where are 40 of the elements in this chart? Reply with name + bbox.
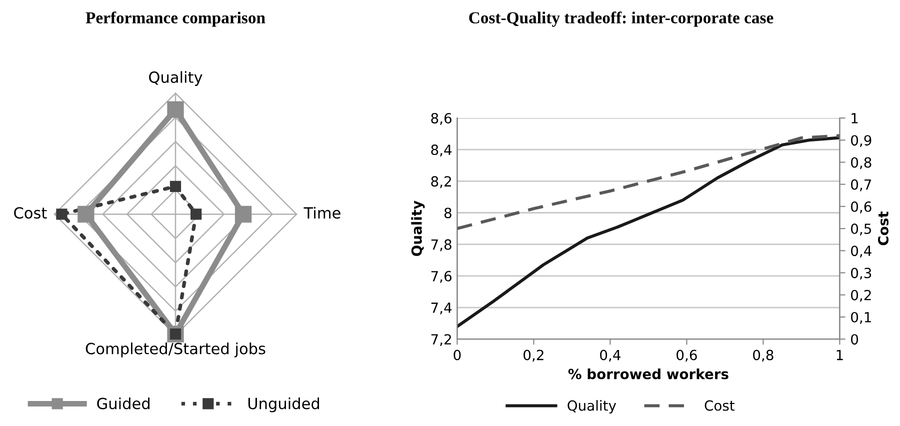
y-tick-label: 7,2 bbox=[431, 334, 451, 346]
y2-tick-label: 0,1 bbox=[851, 312, 871, 324]
x-axis-title: % borrowed workers bbox=[568, 368, 728, 380]
y-tick-label: 8,2 bbox=[431, 176, 451, 188]
y2-tick-label: 0,4 bbox=[851, 246, 872, 258]
y2-axis-title: Cost bbox=[878, 212, 889, 246]
chart-title: Cost-Quality tradeoff: inter-corporate case bbox=[469, 12, 774, 27]
legend-label: Unguided bbox=[248, 397, 320, 412]
y2-tick-label: 0,5 bbox=[851, 224, 871, 236]
spoke-label: Completed/Started jobs bbox=[86, 342, 266, 358]
y-tick-label: 7,8 bbox=[431, 239, 452, 252]
x-tick-label: 0 bbox=[454, 350, 461, 360]
y2-tick-label: 0,2 bbox=[851, 290, 871, 302]
y2-tick-label: 0,7 bbox=[851, 179, 872, 192]
spoke-label: Cost bbox=[14, 207, 47, 219]
legend-label: Quality bbox=[568, 400, 616, 414]
spoke-label: Quality bbox=[149, 71, 202, 86]
y2-tick-label: 0,6 bbox=[851, 201, 872, 214]
y-tick-label: 7,4 bbox=[431, 302, 452, 314]
chart-title: Performance comparison bbox=[86, 12, 266, 27]
spoke-label: Time bbox=[304, 206, 340, 219]
line-series bbox=[457, 136, 840, 328]
x-tick-label: 0,4 bbox=[600, 350, 620, 362]
y-tick-label: 8,6 bbox=[431, 112, 452, 125]
y2-tick-label: 0,8 bbox=[851, 157, 872, 170]
y-tick-label: 8,4 bbox=[431, 144, 452, 156]
y2-tick-label: 0,9 bbox=[851, 135, 872, 148]
y-tick-label: 8 bbox=[444, 208, 452, 218]
line-series bbox=[457, 134, 840, 230]
x-tick-label: 0,2 bbox=[524, 350, 544, 362]
y2-tick-label: 0 bbox=[851, 334, 858, 345]
x-tick-label: 0,8 bbox=[753, 350, 774, 362]
y2-tick-label: 0,3 bbox=[851, 268, 872, 280]
y2-tick-label: 1 bbox=[852, 113, 858, 124]
y-axis-title: Quality bbox=[411, 200, 425, 256]
x-tick-label: 1 bbox=[836, 350, 843, 360]
legend-label: Cost bbox=[704, 400, 735, 411]
x-tick-label: 0,6 bbox=[676, 350, 697, 362]
y-tick-label: 7,6 bbox=[431, 270, 452, 283]
legend-label: Guided bbox=[97, 397, 150, 410]
